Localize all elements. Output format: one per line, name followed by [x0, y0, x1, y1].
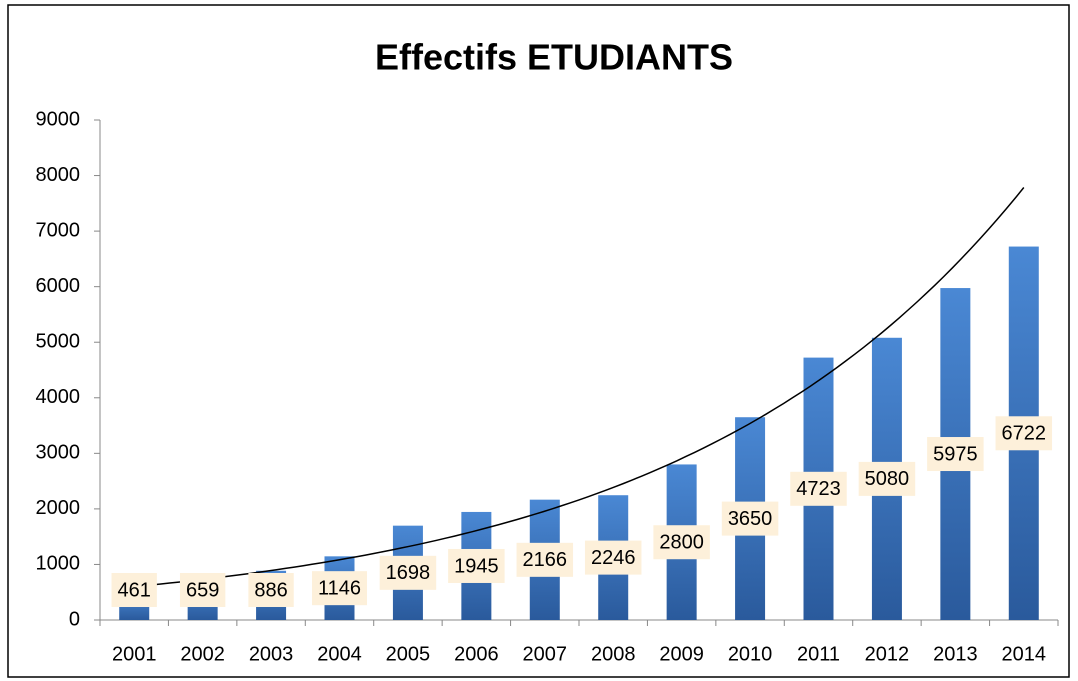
data-label-bg	[248, 573, 294, 607]
x-tick-label: 2013	[933, 643, 978, 665]
y-tick-label: 6000	[36, 275, 81, 297]
data-label-bg	[721, 501, 779, 536]
trendline	[134, 187, 1025, 588]
x-tick-label: 2008	[591, 643, 636, 665]
data-label: 3650	[728, 508, 773, 530]
data-label-bg	[858, 461, 916, 496]
x-tick-label: 2003	[249, 643, 294, 665]
data-label: 2246	[591, 547, 636, 569]
x-tick-label: 2005	[386, 643, 431, 665]
y-tick-label: 9000	[36, 108, 81, 130]
x-tick-label: 2011	[797, 643, 840, 665]
y-tick-label: 0	[69, 608, 80, 630]
x-tick-label: 2006	[454, 643, 499, 665]
data-label: 1146	[318, 577, 361, 599]
data-label: 2800	[659, 532, 704, 554]
x-tick-label: 2009	[659, 643, 704, 665]
x-tick-label: 2012	[865, 643, 910, 665]
data-label: 1698	[386, 562, 431, 584]
data-label-bg	[111, 573, 157, 607]
data-label-bg	[995, 416, 1053, 451]
data-label: 886	[254, 579, 287, 601]
data-label-bg	[927, 437, 984, 472]
y-tick-label: 5000	[36, 331, 81, 353]
y-tick-label: 8000	[36, 164, 81, 186]
data-label-bg	[448, 548, 505, 583]
data-label: 659	[186, 579, 219, 601]
y-tick-label: 7000	[36, 219, 81, 241]
data-label-bg	[790, 471, 847, 506]
y-tick-label: 2000	[36, 497, 81, 519]
x-tick-label: 2001	[112, 643, 157, 665]
data-label-bg	[516, 542, 574, 577]
data-label: 2166	[523, 549, 568, 571]
y-tick-label: 1000	[36, 553, 81, 575]
data-label-bg	[379, 555, 437, 590]
data-label-bg	[179, 573, 226, 607]
data-label: 4723	[796, 478, 841, 500]
y-tick-label: 4000	[36, 386, 81, 408]
data-label: 5975	[933, 443, 978, 465]
data-label-bg	[584, 540, 642, 575]
x-tick-label: 2004	[317, 643, 362, 665]
data-label: 5080	[865, 468, 910, 490]
y-tick-label: 3000	[36, 442, 81, 464]
data-label-bg	[311, 571, 368, 606]
data-label: 6722	[1002, 423, 1047, 445]
data-label: 461	[118, 579, 151, 601]
x-tick-label: 2014	[1002, 643, 1047, 665]
x-tick-label: 2010	[728, 643, 773, 665]
chart-title: Effectifs ETUDIANTS	[375, 37, 733, 78]
data-label: 1945	[454, 555, 499, 577]
x-tick-label: 2007	[523, 643, 568, 665]
x-tick-label: 2002	[180, 643, 225, 665]
data-label-bg	[653, 525, 710, 560]
